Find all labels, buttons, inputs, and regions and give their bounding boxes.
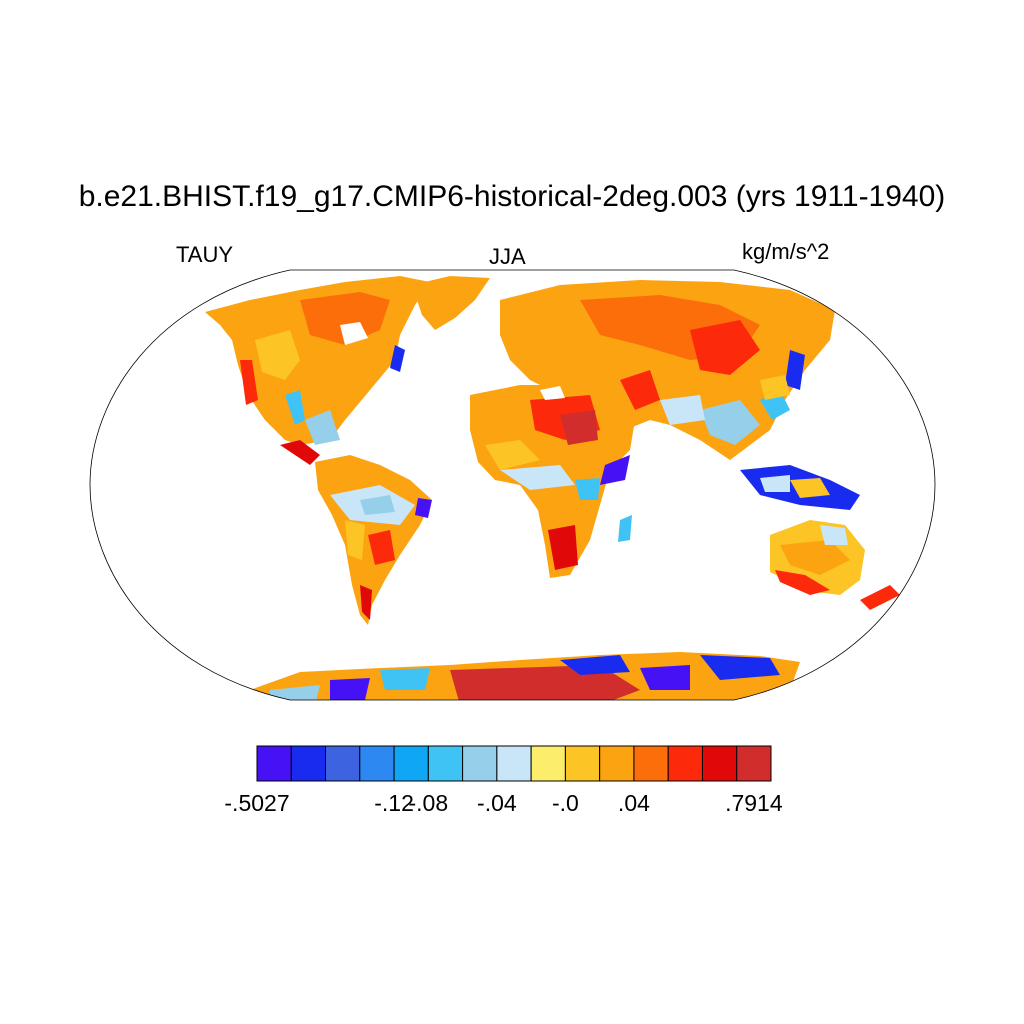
globe-outline xyxy=(89,269,936,701)
colorbar-tick-label: .7914 xyxy=(725,790,783,816)
colorbar-swatch xyxy=(256,745,292,782)
colorbar-swatch xyxy=(325,745,361,782)
colorbar-tick-label: -.04 xyxy=(477,790,517,816)
colorbar-swatch xyxy=(462,745,498,782)
colorbar-swatch xyxy=(427,745,464,782)
colorbar-tick-label: -.0 xyxy=(551,790,579,816)
colorbar-swatch xyxy=(667,745,703,782)
season-label: JJA xyxy=(489,244,526,269)
colorbar-tick-label: -.08 xyxy=(408,790,449,816)
colorbar-swatch xyxy=(701,745,738,782)
greenland xyxy=(412,276,490,330)
variable-label: TAUY xyxy=(176,242,234,267)
colorbar-swatch xyxy=(736,745,772,782)
units-label: kg/m/s^2 xyxy=(742,239,830,264)
colorbar-swatch xyxy=(496,745,532,782)
madagascar xyxy=(618,515,632,542)
colorbar-tick-label: -.5027 xyxy=(224,790,290,816)
colorbar-swatch xyxy=(290,745,327,782)
colorbar-swatch xyxy=(359,745,395,782)
colorbar-swatch xyxy=(530,745,566,782)
colorbar-tick-label: -.12 xyxy=(374,790,414,816)
new-zealand xyxy=(860,585,900,610)
colorbar-swatch xyxy=(599,745,635,782)
plot-title: b.e21.BHIST.f19_g17.CMIP6-historical-2de… xyxy=(78,180,946,213)
colorbar-swatch xyxy=(564,745,601,782)
land-fill xyxy=(205,276,900,700)
colorbar-tick-label: .04 xyxy=(617,790,650,816)
colorbar-swatch xyxy=(393,745,429,782)
colorbar-swatch xyxy=(633,745,669,782)
